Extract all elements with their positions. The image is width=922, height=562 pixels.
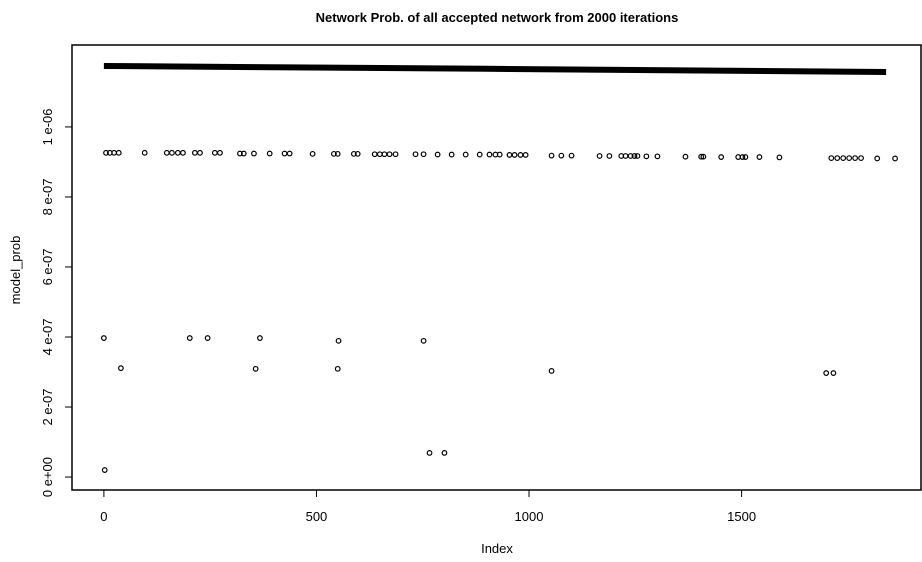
page: Network Prob. of all accepted network fr… xyxy=(0,0,922,562)
point xyxy=(372,152,377,157)
plot-frame xyxy=(72,45,921,490)
point xyxy=(377,152,382,157)
point xyxy=(119,366,124,371)
point xyxy=(387,152,392,157)
point xyxy=(635,154,640,159)
point xyxy=(253,367,258,372)
point xyxy=(477,152,482,157)
point xyxy=(824,371,829,376)
point xyxy=(829,156,834,161)
point xyxy=(859,156,864,161)
y-axis-label: model_prob xyxy=(8,236,23,305)
point xyxy=(449,152,454,157)
point xyxy=(267,151,272,156)
point xyxy=(413,152,418,157)
y-tick-label: 0 e+00 xyxy=(40,457,55,497)
point xyxy=(442,451,447,456)
point xyxy=(187,336,192,341)
x-axis-label: Index xyxy=(481,541,513,556)
point xyxy=(487,152,492,157)
point xyxy=(310,152,315,157)
x-tick-label: 0 xyxy=(100,509,107,524)
point xyxy=(165,151,170,156)
point xyxy=(252,151,257,156)
point xyxy=(218,151,223,156)
point xyxy=(777,155,782,160)
point xyxy=(170,151,175,156)
point xyxy=(205,336,210,341)
point xyxy=(198,151,203,156)
point xyxy=(549,153,554,158)
dense-points xyxy=(104,66,886,72)
y-tick-label: 8 e-07 xyxy=(40,179,55,216)
point xyxy=(176,151,181,156)
point xyxy=(287,151,292,156)
point xyxy=(569,153,574,158)
point xyxy=(282,151,287,156)
point xyxy=(181,151,186,156)
point xyxy=(512,153,517,158)
point xyxy=(507,153,512,158)
x-tick-label: 1500 xyxy=(727,509,756,524)
point xyxy=(549,369,554,374)
point xyxy=(518,153,523,158)
point xyxy=(757,155,762,160)
point xyxy=(831,371,836,376)
point xyxy=(393,152,398,157)
point xyxy=(719,155,724,160)
point xyxy=(102,336,107,341)
y-tick-label: 4 e-07 xyxy=(40,319,55,356)
point xyxy=(435,152,440,157)
point xyxy=(463,152,468,157)
point xyxy=(258,336,263,341)
chart-title: Network Prob. of all accepted network fr… xyxy=(316,10,679,25)
point xyxy=(893,156,898,161)
point xyxy=(853,156,858,161)
point xyxy=(841,156,846,161)
point xyxy=(743,155,748,160)
point xyxy=(335,367,340,372)
point xyxy=(875,156,880,161)
point xyxy=(847,156,852,161)
point xyxy=(644,154,649,159)
point xyxy=(193,151,198,156)
point xyxy=(421,339,426,344)
chart: Network Prob. of all accepted network fr… xyxy=(0,0,922,562)
point xyxy=(116,151,121,156)
y-tick-label: 6 e-07 xyxy=(40,249,55,286)
y-tick-label: 1 e-06 xyxy=(40,108,55,145)
point xyxy=(102,468,107,473)
y-tick-label: 2 e-07 xyxy=(40,389,55,426)
point xyxy=(683,154,688,159)
point xyxy=(523,153,528,158)
point xyxy=(213,151,218,156)
point xyxy=(607,154,612,159)
point xyxy=(655,154,660,159)
point xyxy=(559,153,564,158)
point xyxy=(597,154,602,159)
point xyxy=(835,156,840,161)
point xyxy=(382,152,387,157)
x-tick-label: 1000 xyxy=(515,509,544,524)
point xyxy=(427,451,432,456)
x-tick-label: 500 xyxy=(306,509,328,524)
point xyxy=(336,339,341,344)
point xyxy=(142,151,147,156)
point xyxy=(421,152,426,157)
